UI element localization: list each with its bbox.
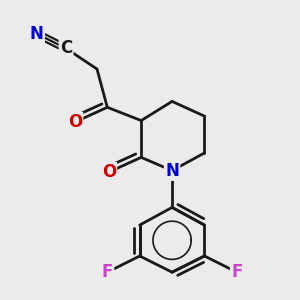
Text: F: F — [102, 263, 113, 281]
Text: O: O — [102, 163, 116, 181]
Text: F: F — [231, 263, 242, 281]
Text: C: C — [60, 39, 72, 57]
Text: O: O — [68, 113, 82, 131]
Text: N: N — [165, 162, 179, 180]
Text: N: N — [30, 25, 44, 43]
